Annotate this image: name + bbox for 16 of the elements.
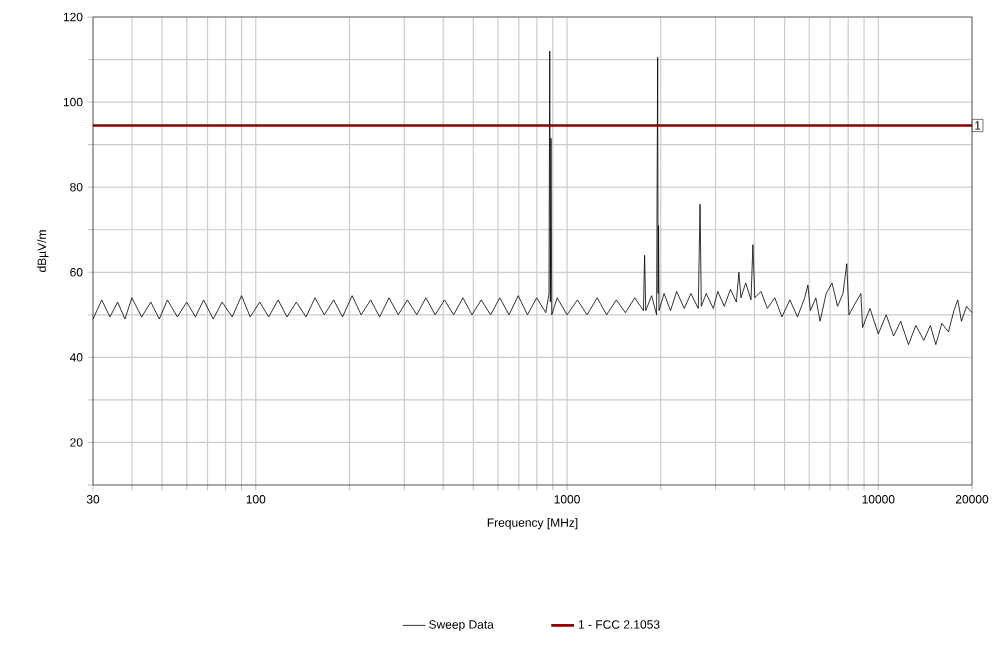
x-tick-label: 10000 xyxy=(862,495,895,504)
y-tick-label: 20 xyxy=(70,438,83,447)
legend-label: 1 - FCC 2.1053 xyxy=(578,620,660,629)
x-tick-label: 20000 xyxy=(955,495,989,504)
y-tick-label: 120 xyxy=(63,12,83,22)
x-tick-label: 100 xyxy=(246,495,266,504)
y-tick-label: 60 xyxy=(70,268,83,277)
x-axis-title: Frequency [MHz] xyxy=(487,518,578,530)
x-tick-label: 30 xyxy=(86,495,100,504)
x-tick-label: 1000 xyxy=(554,495,580,504)
annotation: 1 xyxy=(975,121,981,130)
y-tick-label: 40 xyxy=(69,353,83,362)
y-tick-label: 80 xyxy=(70,182,83,192)
y-axis-title: dBµV/m xyxy=(37,230,49,272)
legend-label: Sweep Data xyxy=(429,620,494,632)
y-tick-label: 100 xyxy=(63,97,83,107)
